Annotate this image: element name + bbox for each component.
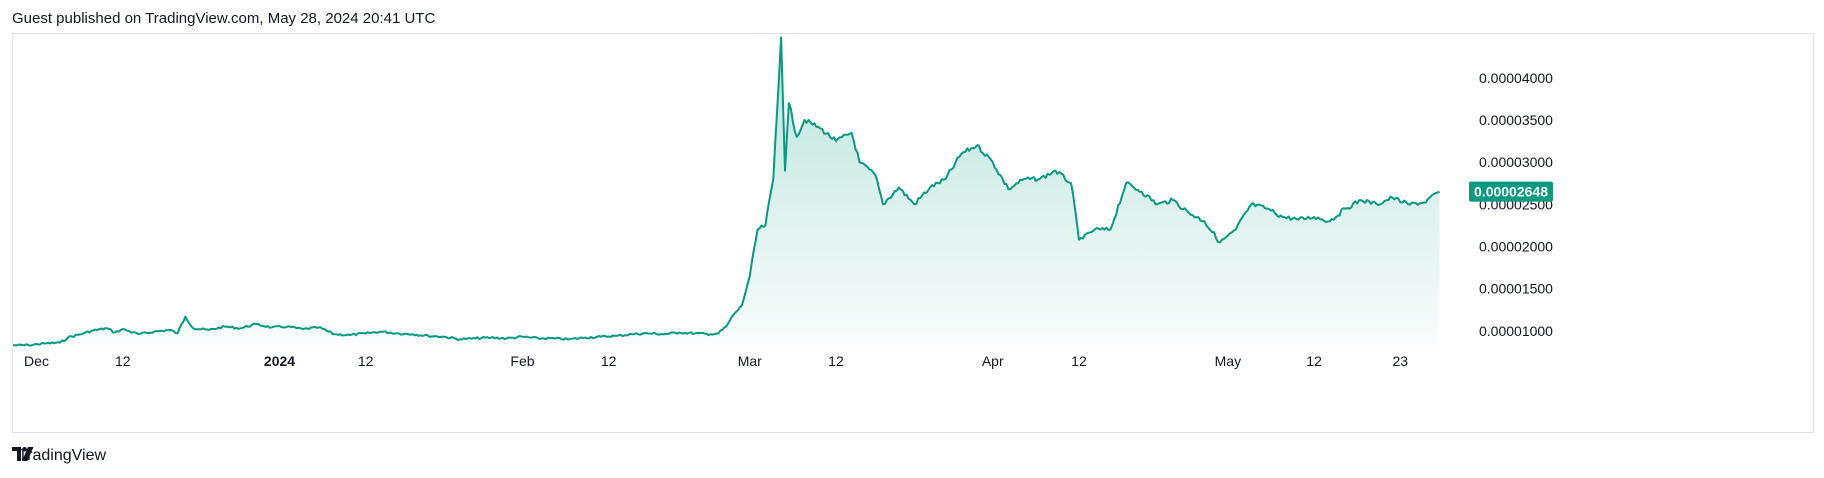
x-tick-label: 12: [601, 353, 617, 369]
y-tick-label: 0.00001000: [1479, 323, 1553, 339]
x-tick-label: Mar: [738, 353, 762, 369]
footer: TradingView: [12, 447, 106, 465]
price-chart[interactable]: 0.000010000.000015000.000020000.00002500…: [13, 34, 1813, 432]
last-price-label: 0.00002648: [1474, 184, 1548, 200]
x-tick-label: 12: [1071, 353, 1087, 369]
last-price-tag: [1469, 181, 1553, 202]
x-tick-label: Apr: [982, 353, 1004, 369]
published-caption: Guest published on TradingView.com, May …: [12, 10, 436, 27]
x-tick-label: May: [1215, 353, 1241, 369]
y-tick-label: 0.00003000: [1479, 154, 1553, 170]
y-tick-label: 0.00004000: [1479, 70, 1553, 86]
x-tick-label: 12: [828, 353, 844, 369]
x-tick-label: 2024: [264, 353, 295, 369]
chart-frame[interactable]: 0.00001000 0.00001500 0.00002000 0.00002500…: [12, 33, 1814, 433]
y-tick-label: 0.00002000: [1479, 238, 1553, 254]
y-tick-label: 0.00001500: [1479, 281, 1553, 297]
price-line: [13, 36, 1440, 347]
price-area-fill: [13, 37, 1440, 347]
x-tick-label: 12: [1306, 353, 1322, 369]
footer-brand[interactable]: TradingView: [18, 447, 107, 464]
x-tick-label: 23: [1393, 353, 1409, 369]
x-tick-label: Dec: [24, 353, 49, 369]
x-tick-label: 12: [115, 353, 131, 369]
x-tick-label: Feb: [510, 353, 534, 369]
x-tick-label: 12: [358, 353, 374, 369]
y-tick-label: 0.00003500: [1479, 112, 1553, 128]
